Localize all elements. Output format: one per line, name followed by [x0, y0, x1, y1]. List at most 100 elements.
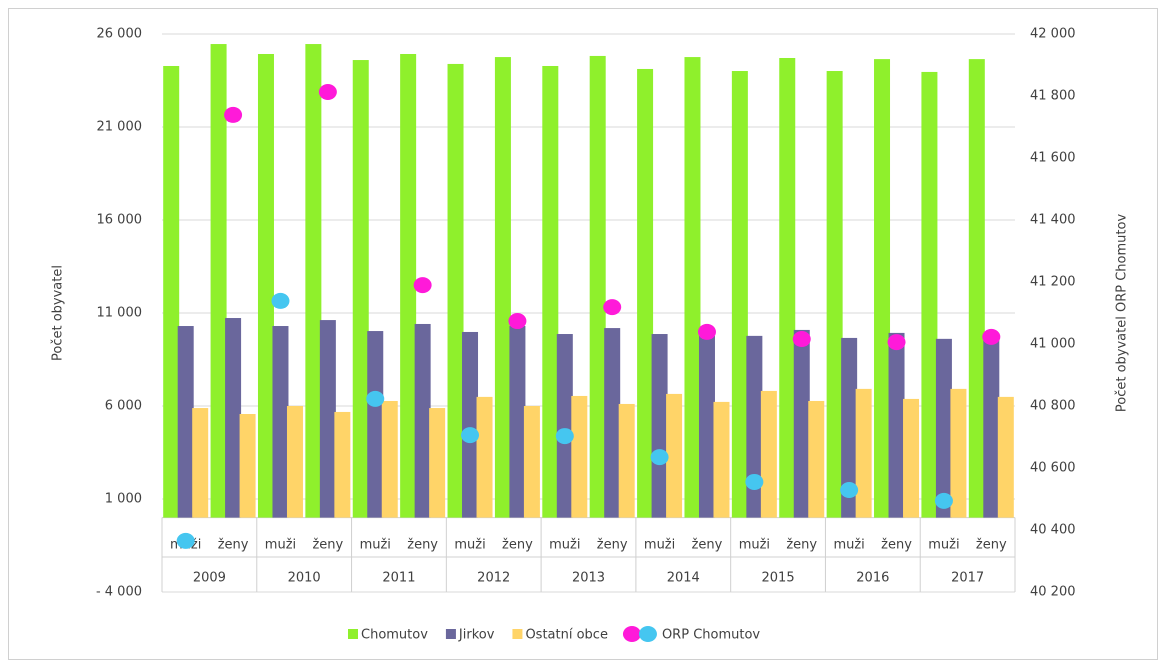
bar: [542, 65, 559, 518]
y2-tick-label: 41 800: [1030, 89, 1076, 104]
bar: [855, 388, 872, 518]
bar: [921, 71, 938, 518]
bar: [225, 318, 242, 518]
bar: [826, 71, 843, 518]
x-tick-label: muži: [644, 538, 675, 553]
bar: [192, 408, 209, 518]
bar: [903, 398, 920, 518]
legend-marker: [445, 629, 456, 639]
bar: [381, 400, 398, 518]
x-tick-label: muži: [833, 538, 864, 553]
bar: [462, 331, 479, 518]
point: [745, 473, 764, 490]
group-label: 2017: [951, 571, 984, 586]
bar: [841, 337, 858, 518]
x-tick-label: muži: [360, 538, 391, 553]
bar: [286, 406, 303, 518]
bar: [400, 53, 417, 518]
bar: [239, 413, 256, 518]
group-label: 2016: [856, 571, 889, 586]
y-tick-label: 16 000: [97, 213, 143, 228]
y-tick-label: 26 000: [97, 27, 143, 42]
bar: [935, 338, 952, 518]
bar: [874, 59, 891, 518]
x-tick-label: muži: [549, 538, 580, 553]
point: [840, 482, 859, 499]
bar: [414, 323, 431, 518]
y2-tick-label: 41 600: [1030, 151, 1076, 166]
bar: [713, 401, 730, 518]
bar: [447, 63, 464, 518]
y-tick-label: 11 000: [97, 306, 143, 321]
x-tick-label: ženy: [692, 538, 723, 553]
bar: [523, 406, 540, 518]
y2-tick-label: 40 400: [1030, 523, 1076, 538]
y-tick-label: - 4 000: [96, 585, 142, 600]
legend-marker: [512, 629, 523, 639]
bar: [968, 59, 985, 518]
bar: [950, 388, 967, 518]
bar: [163, 65, 180, 518]
y2-tick-label: 40 800: [1030, 399, 1076, 414]
group-label: 2012: [477, 571, 510, 586]
x-tick-label: ženy: [218, 538, 249, 553]
bar: [997, 396, 1014, 518]
y2-tick-label: 41 000: [1030, 337, 1076, 352]
bar: [509, 326, 526, 518]
y-tick-label: 21 000: [97, 120, 143, 135]
y2-tick-label: 41 400: [1030, 213, 1076, 228]
point: [603, 299, 622, 316]
point: [366, 390, 385, 407]
y-tick-label: 1 000: [105, 492, 142, 507]
bar: [684, 57, 701, 518]
bar: [793, 329, 810, 518]
bar: [589, 55, 606, 518]
legend-marker: [622, 626, 641, 642]
group-label: 2010: [288, 571, 321, 586]
bar: [476, 396, 493, 518]
y2-axis-title: Počet obyvatel ORP Chomutov: [1115, 214, 1130, 413]
bar: [494, 57, 511, 518]
chart-frame: [8, 8, 1158, 660]
x-tick-label: ženy: [312, 538, 343, 553]
x-tick-label: muži: [739, 538, 770, 553]
point: [792, 331, 811, 348]
point: [413, 277, 432, 294]
group-label: 2013: [572, 571, 605, 586]
point: [318, 83, 337, 100]
bar: [779, 57, 796, 518]
bar: [177, 326, 194, 518]
legend-label: Ostatní obce: [525, 628, 608, 643]
y-tick-label: 6 000: [105, 399, 142, 414]
legend-marker: [638, 626, 657, 642]
y2-tick-label: 41 200: [1030, 275, 1076, 290]
x-tick-label: ženy: [976, 538, 1007, 553]
y2-tick-label: 40 600: [1030, 461, 1076, 476]
x-tick-label: muži: [265, 538, 296, 553]
bar: [305, 44, 322, 518]
bar: [888, 332, 905, 518]
x-tick-label: muži: [928, 538, 959, 553]
bar: [272, 326, 289, 518]
point: [555, 428, 574, 445]
bar: [698, 335, 715, 518]
point: [650, 449, 669, 466]
bar: [367, 331, 384, 518]
y2-tick-label: 40 200: [1030, 585, 1076, 600]
x-tick-label: muži: [454, 538, 485, 553]
y2-tick-label: 42 000: [1030, 27, 1076, 42]
group-label: 2014: [667, 571, 700, 586]
legend-label: ORP Chomutov: [662, 628, 760, 643]
bar: [334, 411, 351, 518]
point: [982, 328, 1001, 345]
x-tick-label: ženy: [881, 538, 912, 553]
bar: [210, 44, 227, 518]
point: [271, 292, 290, 309]
bar: [731, 71, 748, 518]
group-label: 2015: [762, 571, 795, 586]
y-axis-title: Počet obyvatel: [51, 265, 66, 361]
group-label: 2009: [193, 571, 226, 586]
bar: [257, 53, 274, 518]
point: [224, 106, 243, 123]
